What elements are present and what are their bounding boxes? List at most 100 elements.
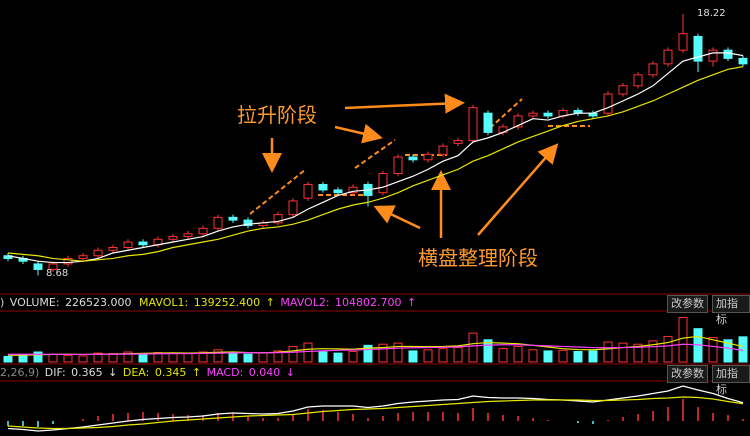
candle-body: [168, 236, 178, 240]
legend-value: 139252.400: [193, 296, 261, 309]
params: ): [0, 296, 5, 309]
candle-body: [33, 263, 43, 270]
volume-bar: [303, 342, 313, 363]
candle-body: [663, 49, 673, 65]
volume-bar: [393, 342, 403, 363]
arrow: [334, 123, 383, 144]
arrow: [344, 93, 465, 114]
volume-bar: [633, 343, 643, 363]
legend-value: 0.365: [71, 366, 103, 379]
volume-bar: [183, 353, 193, 363]
candle-body: [228, 216, 238, 221]
volume-bar: [288, 345, 298, 363]
volume-legend: ) VOLUME226523.000 MAVOL1139252.400 MAVO…: [0, 295, 418, 311]
volume-bar: [603, 341, 613, 363]
volume-bar: [138, 353, 148, 363]
legend-name: DEA: [123, 366, 153, 379]
candle-body: [438, 145, 448, 155]
volume-bar: [363, 344, 373, 363]
candle-body: [423, 153, 433, 161]
candle-body: [483, 112, 493, 133]
candle-body: [708, 49, 718, 62]
volume-bar: [543, 350, 553, 363]
volume-bar: [63, 354, 73, 363]
volume-bar: [513, 345, 523, 363]
high-price-label: 18.22: [697, 8, 726, 19]
volume-bar: [243, 353, 253, 363]
candle-body: [333, 189, 343, 194]
button[interactable]: 加指标: [712, 295, 750, 326]
volume-bar: [198, 351, 208, 363]
candle-body: [213, 216, 223, 229]
candle-body: [243, 219, 253, 227]
candle-body: [93, 249, 103, 257]
candle-body: [273, 214, 283, 224]
dashed-guide: [249, 169, 306, 215]
candle-body: [348, 186, 358, 194]
macd-line: [7, 385, 744, 432]
candle-body: [738, 57, 748, 65]
arrow: [373, 205, 421, 230]
legend-name: MAVOL2: [280, 296, 333, 309]
arrow: [477, 143, 559, 236]
candle-body: [78, 255, 88, 259]
volume-bar: [618, 342, 628, 363]
candle-body: [513, 115, 523, 128]
volume-bar: [453, 347, 463, 363]
button[interactable]: 改参数: [667, 365, 708, 383]
candle-body: [63, 257, 73, 265]
volume-bar: [483, 339, 493, 363]
button[interactable]: 加指标: [712, 365, 750, 396]
candle-body: [183, 233, 193, 238]
legend-value: 0.040: [248, 366, 281, 379]
volume-bar: [708, 337, 718, 363]
macd-legend: 2,26,9) DIF0.365 DEA0.345 MACD0.040: [0, 365, 297, 381]
button[interactable]: 改参数: [667, 295, 708, 313]
volume-bar: [648, 340, 658, 363]
candle-body: [618, 85, 628, 95]
volume-bar: [678, 317, 688, 363]
volume-bar: [228, 352, 238, 363]
candle-body: [468, 107, 478, 142]
legend-name: MAVOL1: [139, 296, 192, 309]
candle-body: [528, 112, 538, 117]
dashed-guide: [354, 139, 396, 169]
volume-bar: [438, 348, 448, 363]
volume-bar: [123, 351, 133, 363]
volume-bar: [468, 332, 478, 363]
candle-body: [693, 35, 703, 62]
candle-body: [318, 183, 328, 191]
candle-body: [393, 156, 403, 174]
volume-average: [7, 335, 744, 356]
volume-bar: [33, 351, 43, 363]
low-price-label: 8.68: [46, 268, 69, 279]
volume-bar: [423, 349, 433, 363]
volume-bar: [408, 350, 418, 363]
volume-bar: [273, 350, 283, 363]
legend-value: 226523.000: [65, 296, 132, 309]
volume-bar: [93, 352, 103, 363]
annotation: 拉升阶段: [237, 103, 317, 127]
volume-bar: [213, 349, 223, 363]
candle-body: [138, 241, 148, 246]
candle-body: [648, 63, 658, 76]
volume-bar: [258, 352, 268, 363]
candle-body: [288, 200, 298, 216]
legend-value: 0.345: [154, 366, 187, 379]
volume-bar: [333, 352, 343, 363]
volume-bar: [48, 353, 58, 363]
dashed-guide: [489, 98, 523, 129]
candle-body: [303, 183, 313, 199]
legend-value: 104802.700: [335, 296, 402, 309]
volume-bar: [3, 355, 13, 363]
candle-body: [378, 172, 388, 194]
candle-body: [198, 227, 208, 235]
volume-bar: [528, 349, 538, 363]
volume-bar: [663, 335, 673, 363]
candle-body: [723, 49, 733, 59]
candle-body: [48, 263, 58, 270]
candle-body: [453, 140, 463, 144]
volume-bar: [18, 354, 28, 363]
